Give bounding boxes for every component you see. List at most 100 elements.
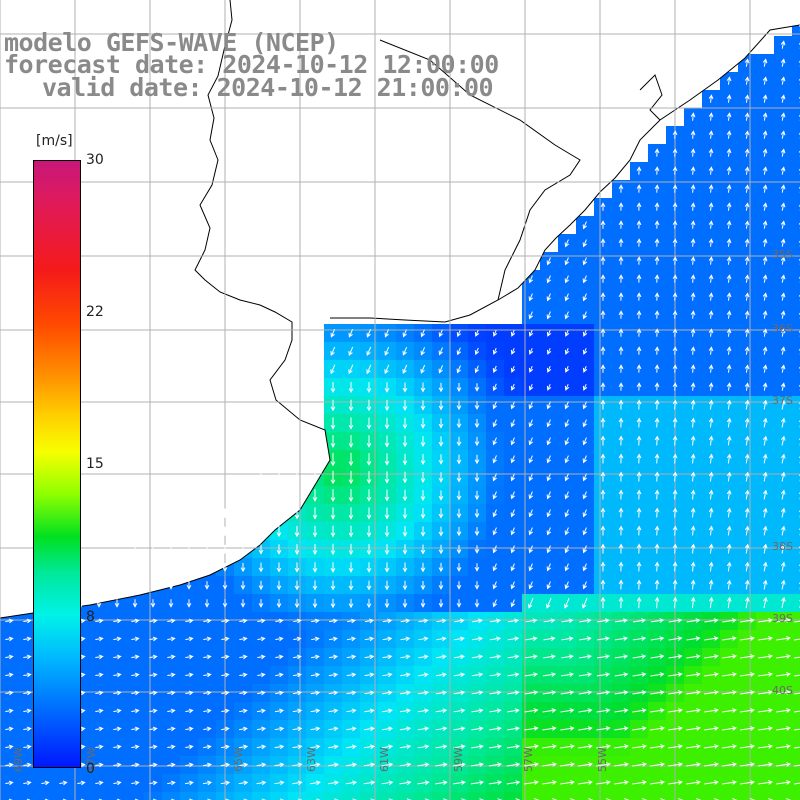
wind-arrow [632, 654, 647, 659]
wind-arrow [744, 94, 750, 103]
wind-arrow [762, 76, 768, 85]
wind-arrow [564, 383, 570, 391]
wind-cell [792, 756, 800, 775]
wind-arrow [185, 654, 194, 660]
wind-arrow [654, 525, 660, 536]
wind-cell [792, 792, 800, 800]
wind-arrow [312, 543, 318, 556]
wind-arrow [672, 292, 678, 301]
wind-arrow [654, 184, 660, 193]
wind-arrow [726, 543, 732, 554]
wind-arrow [510, 329, 516, 337]
wind-arrow [546, 527, 552, 536]
wind-arrow [312, 562, 318, 573]
wind-arrow [203, 618, 212, 624]
wind-arrow [418, 654, 429, 660]
wind-arrow [402, 346, 408, 356]
lon-label: 63W [305, 747, 318, 772]
wind-arrow [402, 382, 408, 393]
wind-arrow [221, 726, 230, 732]
wind-arrow [507, 708, 520, 713]
wind-arrow [507, 690, 520, 695]
wind-arrow [546, 365, 552, 373]
wind-arrow [399, 708, 411, 714]
wind-arrow [686, 636, 701, 641]
wind-arrow [479, 798, 485, 800]
wind-arrow [578, 672, 593, 677]
wind-arrow [650, 690, 665, 695]
wind-arrow [170, 798, 176, 800]
wind-arrow [762, 453, 768, 464]
wind-arrow [582, 275, 588, 284]
lat-label: 36S [772, 322, 793, 335]
wind-arrow [762, 579, 768, 590]
wind-arrow [150, 545, 156, 554]
wind-arrow [149, 636, 158, 642]
wind-arrow [690, 310, 696, 319]
wind-arrow [258, 489, 264, 502]
wind-arrow [762, 238, 768, 247]
wind-cell [540, 792, 559, 800]
wind-arrow [578, 726, 593, 731]
wind-cell [720, 792, 739, 800]
wind-arrow [542, 780, 557, 785]
wind-arrow [672, 525, 678, 536]
wind-arrow [294, 507, 300, 520]
wind-arrow [780, 238, 786, 247]
wind-arrow [402, 599, 408, 608]
wind-arrow [186, 527, 192, 536]
wind-arrow [618, 274, 624, 283]
wind-arrow [650, 780, 665, 785]
wind-arrow [528, 383, 534, 391]
wind-arrow [167, 636, 176, 642]
wind-arrow [780, 435, 786, 446]
wind-cell [792, 504, 800, 523]
wind-arrow [276, 580, 282, 591]
wind-arrow [456, 347, 462, 356]
wind-arrow [258, 471, 264, 484]
wind-arrow [632, 672, 647, 677]
wind-arrow [618, 346, 624, 355]
wind-arrow [474, 508, 480, 519]
wind-arrow [794, 638, 800, 641]
wind-cell [612, 792, 631, 800]
wind-arrow [204, 545, 210, 554]
wind-arrow [221, 654, 230, 660]
wind-arrow [330, 598, 336, 609]
wind-arrow [654, 489, 660, 500]
wind-arrow [334, 798, 339, 800]
wind-arrow [672, 310, 678, 319]
wind-arrow [776, 780, 791, 785]
wind-arrow [257, 654, 266, 660]
wind-cell [342, 792, 361, 800]
wind-arrow [542, 726, 557, 731]
wind-arrow [618, 382, 624, 391]
wind-arrow [258, 562, 264, 573]
wind-arrow [744, 525, 750, 536]
wind-arrow [528, 597, 534, 609]
wind-arrow [762, 382, 768, 391]
wind-cell [576, 792, 595, 800]
wind-cell [792, 738, 800, 757]
wind-arrow [131, 618, 140, 624]
wind-arrow [275, 672, 284, 678]
wind-arrow [438, 418, 444, 429]
wind-arrow [776, 636, 791, 641]
wind-arrow [708, 310, 714, 319]
wind-arrow [204, 563, 210, 572]
wind-arrow [650, 672, 665, 677]
legend-tick-30: 30 [86, 152, 104, 168]
wind-arrow [600, 256, 606, 265]
wind-arrow [330, 346, 336, 357]
wind-arrow [704, 690, 719, 695]
wind-cell [792, 378, 800, 397]
wind-arrow [348, 598, 354, 609]
wind-arrow [456, 418, 462, 429]
legend-tick-22: 22 [86, 304, 104, 320]
wind-arrow [400, 690, 411, 696]
wind-arrow [507, 726, 520, 731]
wind-arrow [131, 636, 140, 642]
wind-arrow [582, 473, 588, 482]
wind-arrow [456, 454, 462, 465]
